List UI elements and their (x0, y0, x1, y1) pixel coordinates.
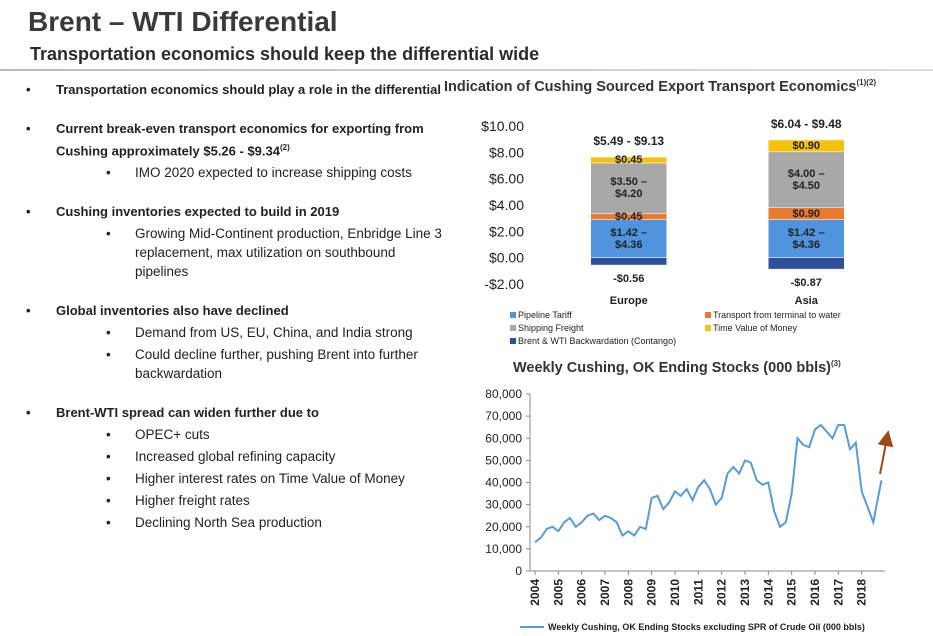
segment-label: -$0.56 (613, 273, 645, 286)
bar-segment (590, 162, 667, 214)
y-tick-label: 60,000 (485, 431, 522, 445)
x-tick-label: 2004 (528, 579, 542, 606)
bullet: Cushing inventories expected to build in… (24, 202, 449, 281)
chart-title-text: Weekly Cushing, OK Ending Stocks (000 bb… (513, 359, 831, 376)
footnote-ref: (3) (831, 359, 841, 368)
line-series (534, 423, 883, 543)
x-tick-label: 2013 (738, 579, 752, 606)
y-tick-label: 40,000 (485, 476, 522, 490)
y-tick-label: 10,000 (485, 542, 522, 556)
bullet: Brent-WTI spread can widen further due t… (24, 403, 449, 532)
legend-swatch (510, 312, 516, 318)
bullet-text: Current break-even transport economics f… (56, 121, 424, 159)
x-tick-label: 2012 (715, 579, 729, 606)
y-tick-label: $0.00 (489, 250, 524, 266)
x-tick-label: Europe (610, 295, 648, 307)
bullet: Global inventories also have declined Dem… (24, 301, 449, 383)
segment-label: $3.50 – $4.20 (610, 176, 648, 201)
x-tick-label: 2014 (761, 579, 775, 606)
x-tick-label: 2009 (645, 579, 659, 606)
legend-label: Pipeline Tariff (518, 310, 572, 320)
footnote-ref: (2) (279, 143, 290, 152)
bullet: Transportation economics should play a r… (24, 80, 449, 99)
segment-label: $0.90 (792, 139, 821, 152)
divider (0, 69, 933, 71)
bar-segment (590, 219, 667, 258)
total-range-label: $6.04 - $9.48 (770, 116, 842, 131)
bar-segment (590, 257, 667, 266)
segment-label: -$0.87 (790, 277, 822, 290)
legend-swatch (510, 338, 516, 344)
x-tick-label: 2007 (598, 579, 612, 606)
total-range-label: $5.49 - $9.13 (593, 134, 665, 149)
bar-segment (768, 151, 845, 209)
legend-swatch (705, 312, 711, 318)
segment-label: $4.00 – $4.50 (787, 167, 825, 192)
y-tick-label: 20,000 (485, 520, 522, 534)
x-tick-label: 2015 (785, 579, 799, 606)
y-tick-label: $8.00 (489, 144, 524, 160)
x-tick-label: 2011 (691, 579, 705, 605)
y-tick-label: $4.00 (489, 197, 524, 213)
bullet: Current break-even transport economics f… (24, 119, 449, 182)
bullet-text: Global inventories also have declined (56, 303, 289, 319)
legend-label: Weekly Cushing, OK Ending Stocks excludi… (548, 622, 865, 632)
x-tick-label: 2005 (551, 579, 565, 606)
bar-segment (768, 219, 845, 258)
bar-segment (768, 257, 845, 270)
segment-label: $0.45 (614, 210, 643, 223)
segment-label: $0.45 (614, 154, 643, 167)
segment-label: $1.42 – $4.36 (610, 226, 648, 251)
sub-bullet: Could decline further, pushing Brent int… (56, 345, 449, 383)
y-tick-label: 50,000 (485, 453, 522, 467)
y-tick-label: $6.00 (489, 171, 524, 187)
x-tick-label: Asia (795, 295, 819, 307)
x-tick-label: 2016 (808, 579, 822, 606)
y-tick-label: -$2.00 (484, 276, 524, 292)
sub-bullet: Demand from US, EU, China, and India str… (56, 323, 449, 342)
bullet-text: Cushing inventories expected to build in… (56, 204, 340, 220)
sub-bullet: Higher interest rates on Time Value of M… (56, 469, 449, 488)
y-tick-label: $2.00 (489, 223, 524, 239)
sub-bullet: Increased global refining capacity (56, 447, 449, 466)
chart-title-text: Indication of Cushing Sourced Export Tra… (444, 78, 857, 95)
y-tick-label: 30,000 (485, 498, 522, 512)
legend-label: Transport from terminal to water (713, 310, 841, 320)
legend-swatch (705, 325, 711, 331)
y-tick-label: 80,000 (485, 387, 522, 401)
legend-label: Time Value of Money (713, 323, 798, 333)
sub-bullet: Higher freight rates (56, 491, 449, 510)
slide-title: Brent – WTI Differential (28, 6, 338, 37)
sub-bullet: Declining North Sea production (56, 513, 449, 532)
trend-arrow (877, 430, 894, 475)
y-tick-label: $10.00 (481, 118, 524, 134)
bullet-text: Transportation economics should play a r… (56, 82, 442, 97)
x-tick-label: 2010 (668, 579, 682, 606)
legend-label: Shipping Freight (518, 323, 584, 333)
y-tick-label: 70,000 (485, 409, 522, 423)
segment-label: $1.42 – $4.36 (787, 226, 825, 251)
sub-bullet: IMO 2020 expected to increase shipping c… (56, 163, 449, 182)
x-tick-label: 2006 (575, 579, 589, 606)
bar-segment (590, 156, 667, 164)
footnote-ref: (1)(2) (856, 78, 877, 87)
legend-swatch (510, 325, 516, 331)
legend-label: Brent & WTI Backwardation (Contango) (518, 336, 676, 346)
segment-label: $0.90 (792, 207, 821, 220)
x-tick-label: 2017 (831, 579, 845, 606)
y-tick-label: 0 (515, 564, 522, 578)
chart-title: Weekly Cushing, OK Ending Stocks (000 bb… (513, 359, 841, 376)
bullet-list: Transportation economics should play a r… (24, 80, 449, 552)
bullet-text: Brent-WTI spread can widen further due t… (56, 405, 319, 421)
x-tick-label: 2008 (621, 579, 635, 606)
x-tick-label: 2018 (855, 579, 869, 606)
sub-bullet: Growing Mid-Continent production, Enbrid… (56, 224, 449, 281)
bar-segment (768, 139, 845, 153)
slide-subtitle: Transportation economics should keep the… (30, 44, 540, 64)
chart-title: Indication of Cushing Sourced Export Tra… (444, 78, 876, 95)
sub-bullet: OPEC+ cuts (56, 425, 449, 444)
